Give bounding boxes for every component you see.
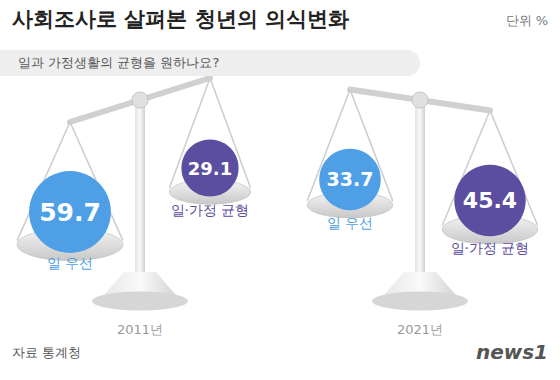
svg-text:2011년: 2011년 xyxy=(117,322,163,337)
svg-text:33.7: 33.7 xyxy=(327,168,374,190)
svg-text:일·가정 균형: 일·가정 균형 xyxy=(451,240,530,256)
svg-text:자료 통계청: 자료 통계청 xyxy=(12,345,81,360)
svg-text:일과 가정생활의 균형을 원하나요?: 일과 가정생활의 균형을 원하나요? xyxy=(18,55,219,70)
svg-text:일 우선: 일 우선 xyxy=(327,215,373,231)
svg-text:45.4: 45.4 xyxy=(463,188,517,213)
svg-text:2021년: 2021년 xyxy=(397,322,443,337)
svg-text:59.7: 59.7 xyxy=(39,198,101,227)
svg-text:사회조사로 살펴본 청년의 의식변화: 사회조사로 살펴본 청년의 의식변화 xyxy=(12,7,349,31)
svg-text:29.1: 29.1 xyxy=(188,158,232,179)
svg-text:news1: news1 xyxy=(476,340,548,364)
svg-text:일·가정 균형: 일·가정 균형 xyxy=(171,202,250,218)
svg-text:단위 %: 단위 % xyxy=(506,13,549,28)
svg-text:일 우선: 일 우선 xyxy=(47,255,93,271)
